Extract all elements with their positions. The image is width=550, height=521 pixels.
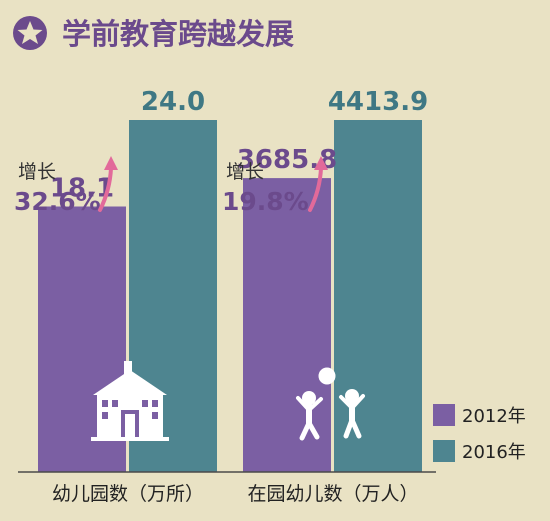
legend-swatch-2016 [433,440,455,462]
value-label-kindergartens-2016: 24.0 [141,87,205,117]
bar-children-2016 [334,120,422,472]
bar-children-2012 [243,178,331,472]
chart-group-children: 3685.8 4413.9 增长 19.8% [222,87,428,472]
star-icon [17,21,43,44]
kindergarten-building-icon [91,361,169,441]
category-label-children: 在园幼儿数（万人） [247,483,418,505]
legend: 2012年 2016年 [433,404,526,463]
chart-group-kindergartens: 18.1 24.0 增长 32.6% [14,87,217,472]
title-group: 学前教育跨越发展 [13,16,294,51]
legend-label-2016: 2016年 [462,442,526,463]
category-label-kindergartens: 幼儿园数（万所） [52,483,204,505]
growth-label-children: 增长 [226,161,264,183]
growth-arrow-icon [308,156,328,212]
legend-swatch-2012 [433,404,455,426]
children-playing-ball-icon [296,367,365,441]
legend-label-2012: 2012年 [462,406,526,427]
value-label-children-2016: 4413.9 [328,87,428,117]
growth-arrow-icon [98,156,118,212]
growth-value-kindergartens: 32.6% [14,187,101,216]
chart-title: 学前教育跨越发展 [62,17,294,51]
growth-label-kindergartens: 增长 [18,161,56,183]
growth-value-children: 19.8% [222,187,309,216]
